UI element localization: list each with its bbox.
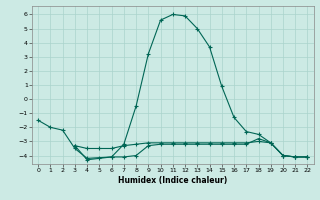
X-axis label: Humidex (Indice chaleur): Humidex (Indice chaleur) (118, 176, 228, 185)
